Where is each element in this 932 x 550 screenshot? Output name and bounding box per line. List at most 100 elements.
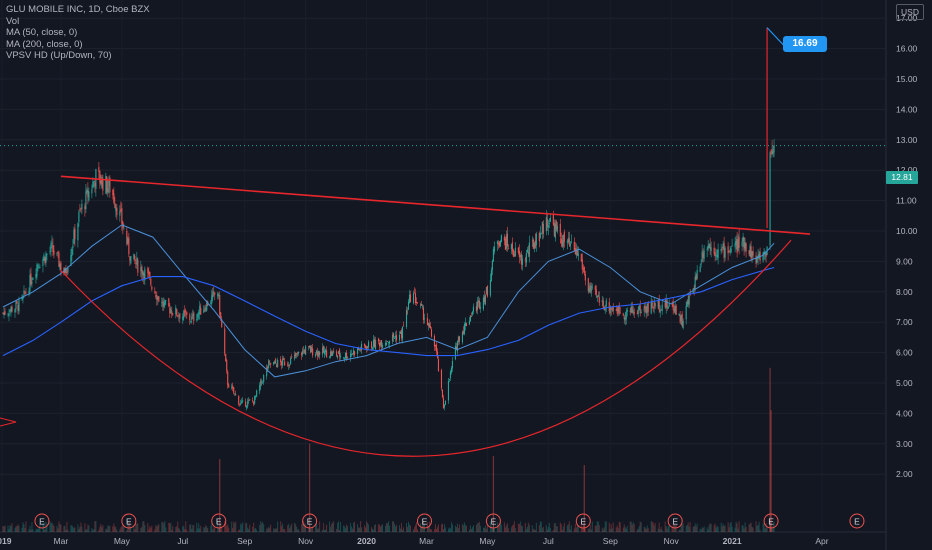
candle-body xyxy=(213,291,215,292)
legend-vol[interactable]: Vol xyxy=(6,15,20,27)
volume-bar xyxy=(112,526,114,532)
volume-bar xyxy=(622,527,624,532)
legend-ma50[interactable]: MA (50, close, 0) xyxy=(6,27,78,38)
candle-body xyxy=(105,175,107,194)
candle-body xyxy=(24,292,26,294)
candle-body xyxy=(143,273,145,279)
candle-body xyxy=(538,232,540,242)
candle-body xyxy=(385,342,388,345)
candle-body xyxy=(463,324,465,334)
candle-body xyxy=(137,259,139,273)
candle-body xyxy=(206,301,208,311)
volume-bar xyxy=(203,527,205,532)
candle-body xyxy=(444,400,447,405)
candle-body xyxy=(414,293,417,304)
volume-bar xyxy=(576,524,578,532)
volume-bar xyxy=(500,524,502,532)
candle-body xyxy=(472,306,474,312)
candle-body xyxy=(462,331,464,334)
volume-bar xyxy=(559,522,561,532)
volume-bar xyxy=(374,525,376,532)
candle-body xyxy=(147,268,149,273)
currency-button[interactable]: USD xyxy=(896,4,924,20)
candle-body xyxy=(416,302,419,304)
volume-bar xyxy=(25,521,27,532)
volume-bar xyxy=(176,526,178,532)
candle-body xyxy=(225,353,227,362)
volume-bar xyxy=(231,521,233,532)
volume-bar xyxy=(79,526,81,532)
volume-bar xyxy=(122,524,124,532)
candle-body xyxy=(554,223,556,238)
candle-body xyxy=(248,400,250,401)
y-tick-label: 13.00 xyxy=(896,135,918,145)
volume-bar xyxy=(548,522,550,532)
candle-body xyxy=(191,316,193,321)
candle-body xyxy=(245,401,247,407)
volume-bar xyxy=(462,525,464,532)
volume-bar xyxy=(332,522,334,532)
volume-bar xyxy=(573,528,575,532)
volume-bar xyxy=(588,528,590,532)
volume-bar xyxy=(193,525,195,532)
volume-bar xyxy=(485,528,487,532)
volume-bar xyxy=(84,523,86,532)
price-axis: 2.00 3.00 4.00 5.00 6.00 7.00 8.00 9.00 10.00 11.… xyxy=(885,0,918,550)
candle-body xyxy=(534,240,536,248)
volume-bar xyxy=(645,528,647,532)
volume-bar xyxy=(706,527,708,532)
volume-bar xyxy=(596,521,598,532)
candle-body xyxy=(352,353,354,355)
y-tick-label: 7.00 xyxy=(896,317,913,327)
candle-body xyxy=(239,403,241,405)
symbol-title[interactable]: GLU MOBILE INC, 1D, Cboe BZX xyxy=(6,4,150,15)
candle-body xyxy=(387,341,390,343)
candle-body xyxy=(611,308,613,310)
candle-body xyxy=(512,249,514,257)
candle-body xyxy=(45,253,47,264)
candle-body xyxy=(693,287,695,290)
candle-body xyxy=(513,254,515,256)
candle-body xyxy=(575,248,577,256)
volume-bar xyxy=(273,528,275,532)
candle-body xyxy=(127,238,129,244)
candle-body xyxy=(380,340,383,347)
candle-body xyxy=(449,371,452,379)
candle-body xyxy=(442,397,445,409)
legend-ma200[interactable]: MA (200, close, 0) xyxy=(6,38,83,50)
candle-body xyxy=(101,177,103,188)
candle-body xyxy=(427,323,430,326)
candle-body xyxy=(598,296,600,303)
candle-body xyxy=(475,306,477,312)
volume-bar xyxy=(161,522,163,532)
volume-bar xyxy=(266,528,268,532)
volume-bar xyxy=(261,523,263,532)
volume-bar xyxy=(436,526,438,532)
volume-bar xyxy=(651,521,653,532)
candle-body xyxy=(694,276,696,290)
volume-bar xyxy=(381,525,383,532)
volume-bar xyxy=(64,525,66,532)
volume-bar xyxy=(22,522,24,532)
volume-bar xyxy=(724,525,726,532)
x-tick-label: Mar xyxy=(419,536,434,546)
candle-body xyxy=(580,253,582,262)
volume-bar xyxy=(584,528,586,532)
volume-bar xyxy=(116,529,118,532)
volume-bar xyxy=(486,524,488,532)
volume-bar xyxy=(497,526,499,532)
candle-body xyxy=(717,249,719,258)
earnings-marker xyxy=(763,513,779,529)
volume-bar xyxy=(319,521,321,532)
volume-bar xyxy=(373,529,375,532)
volume-bar xyxy=(108,525,110,532)
volume-bar xyxy=(35,528,37,532)
volume-bar xyxy=(23,524,25,532)
volume-bar xyxy=(757,524,759,532)
candle-body xyxy=(526,249,528,253)
candle-body xyxy=(377,338,380,342)
legend-vpsv[interactable]: VPSV HD (Up/Down, 70) xyxy=(6,50,112,61)
candle-body xyxy=(88,191,90,201)
candle-body xyxy=(15,301,17,309)
